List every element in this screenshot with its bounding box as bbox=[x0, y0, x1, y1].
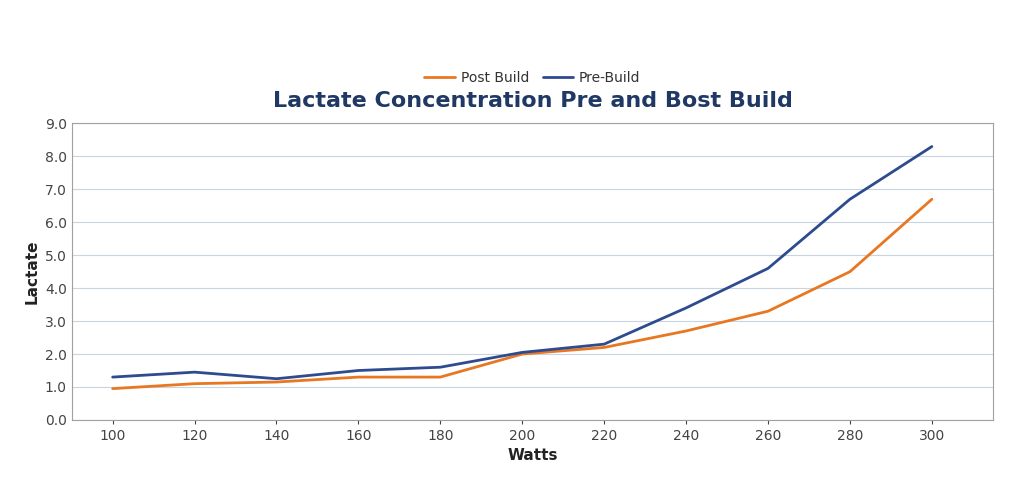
Post Build bbox=[434, 374, 446, 380]
Pre-Build bbox=[188, 369, 201, 375]
Pre-Build bbox=[434, 364, 446, 370]
Pre-Build bbox=[352, 368, 365, 373]
Pre-Build bbox=[844, 196, 856, 202]
Legend: Post Build, Pre-Build: Post Build, Pre-Build bbox=[419, 65, 646, 90]
Line: Pre-Build: Pre-Build bbox=[113, 147, 932, 379]
Post Build bbox=[680, 328, 692, 334]
Line: Post Build: Post Build bbox=[113, 199, 932, 389]
Post Build bbox=[762, 308, 774, 314]
Pre-Build bbox=[762, 265, 774, 271]
Post Build bbox=[598, 344, 610, 350]
Pre-Build bbox=[516, 349, 528, 355]
Pre-Build bbox=[270, 376, 283, 382]
Post Build bbox=[188, 381, 201, 387]
Post Build bbox=[352, 374, 365, 380]
Post Build bbox=[270, 379, 283, 385]
Pre-Build bbox=[598, 341, 610, 347]
Title: Lactate Concentration Pre and Bost Build: Lactate Concentration Pre and Bost Build bbox=[272, 91, 793, 111]
Pre-Build bbox=[106, 374, 119, 380]
Pre-Build bbox=[680, 305, 692, 311]
Post Build bbox=[516, 351, 528, 357]
X-axis label: Watts: Watts bbox=[507, 449, 558, 463]
Post Build bbox=[926, 196, 938, 202]
Pre-Build bbox=[926, 144, 938, 150]
Y-axis label: Lactate: Lactate bbox=[25, 240, 39, 304]
Post Build bbox=[844, 269, 856, 275]
Post Build bbox=[106, 386, 119, 392]
